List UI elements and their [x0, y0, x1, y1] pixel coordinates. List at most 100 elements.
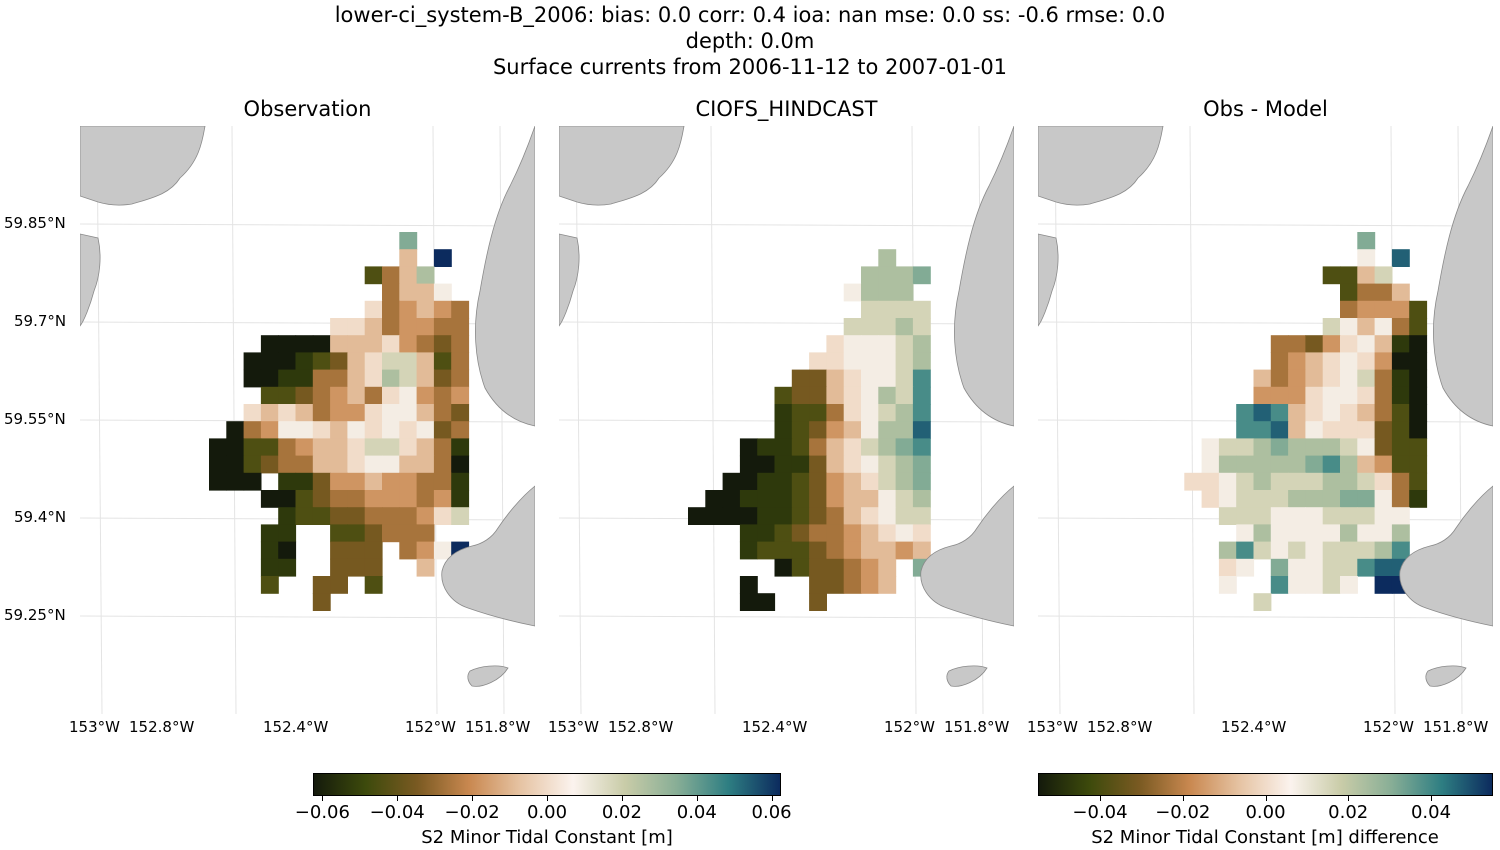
data-cell	[1409, 438, 1428, 457]
data-cell	[416, 404, 435, 422]
data-cell	[451, 335, 470, 353]
data-cell	[1288, 438, 1306, 457]
data-cell	[347, 335, 366, 353]
colorbar-main-label: S2 Minor Tidal Constant [m]	[421, 827, 673, 848]
data-cell	[705, 507, 724, 525]
data-cell	[1218, 472, 1237, 491]
data-cell	[295, 472, 314, 491]
data-cell	[1374, 335, 1393, 353]
data-cell	[861, 386, 879, 405]
data-cell	[347, 438, 366, 457]
data-cell	[295, 404, 314, 422]
figure-title-line-1: lower-ci_system-B_2006: bias: 0.0 corr: …	[334, 3, 1166, 27]
data-cell	[399, 524, 418, 543]
data-cell	[739, 507, 758, 525]
data-cell	[451, 300, 470, 319]
data-cell	[1253, 404, 1272, 422]
data-cell	[364, 541, 383, 560]
data-cell	[1374, 490, 1393, 508]
data-cell	[1374, 507, 1393, 525]
data-cell	[843, 438, 862, 457]
data-cell	[774, 490, 793, 508]
data-cell	[260, 421, 279, 439]
data-cell	[1374, 283, 1393, 302]
data-cell	[739, 524, 758, 543]
colorbar-tick-label: 0.02	[1328, 802, 1369, 823]
data-cell	[1357, 404, 1376, 422]
data-cell	[312, 576, 331, 594]
data-cell	[791, 455, 810, 474]
data-cell	[1409, 318, 1428, 336]
data-cell	[1391, 438, 1410, 457]
data-cell	[416, 335, 435, 353]
data-cell	[382, 335, 400, 353]
data-cell	[1288, 524, 1306, 543]
data-cell	[912, 352, 931, 371]
land-mass-north	[1038, 126, 1164, 206]
data-cell	[1288, 472, 1306, 491]
x-tick-label: 152.8°W	[608, 718, 674, 736]
data-cell	[416, 541, 435, 560]
data-cell	[912, 421, 931, 439]
data-cell	[260, 352, 279, 371]
data-cell	[809, 472, 827, 491]
data-cell	[1322, 438, 1341, 457]
graticule-line	[1038, 615, 1493, 619]
data-cell	[1374, 541, 1393, 560]
data-cell	[330, 352, 348, 371]
data-cell	[1253, 421, 1272, 439]
data-cell	[451, 472, 470, 491]
data-cell	[399, 438, 418, 457]
data-cell	[1391, 490, 1410, 508]
data-cell	[364, 490, 383, 508]
colorbar-tick-label: −0.02	[1155, 802, 1211, 823]
data-cell	[1236, 507, 1255, 525]
data-cell	[1236, 490, 1255, 508]
data-cell	[1218, 576, 1237, 594]
data-cell	[260, 386, 279, 405]
data-cell	[1218, 558, 1237, 577]
data-cell	[1357, 283, 1376, 302]
data-cell	[912, 490, 931, 508]
data-cell	[895, 438, 914, 457]
data-cell	[260, 369, 279, 388]
data-cell	[843, 421, 862, 439]
data-cell	[312, 507, 331, 525]
data-cell	[1322, 558, 1341, 577]
data-cell	[826, 472, 845, 491]
data-cell	[416, 490, 435, 508]
data-cell	[1357, 455, 1376, 474]
data-cell	[382, 369, 400, 388]
data-cell	[364, 335, 383, 353]
data-cell	[433, 369, 452, 388]
data-cell	[861, 318, 879, 336]
data-cell	[347, 541, 366, 560]
data-cell	[1357, 541, 1376, 560]
data-cell	[347, 369, 366, 388]
data-cell	[912, 335, 931, 353]
data-cell	[330, 318, 348, 336]
data-cell	[399, 421, 418, 439]
data-cell	[1322, 455, 1341, 474]
data-cell	[878, 249, 897, 267]
data-cell	[1374, 524, 1393, 543]
x-tick-label: 152.4°W	[742, 718, 808, 736]
colorbar-tick-label: −0.04	[1072, 802, 1128, 823]
data-cell	[843, 490, 862, 508]
data-cell	[843, 386, 862, 405]
data-cell	[243, 472, 262, 491]
colorbar-tick-mark	[771, 796, 773, 801]
data-cell	[843, 404, 862, 422]
data-cell	[1340, 386, 1358, 405]
data-cell	[278, 369, 297, 388]
data-cell	[416, 300, 435, 319]
data-cell	[722, 490, 741, 508]
data-cell	[364, 369, 383, 388]
data-cell	[791, 404, 810, 422]
land-mass-island	[467, 665, 509, 687]
data-cell	[774, 472, 793, 491]
data-cell	[312, 386, 331, 405]
x-tick-label: 151.8°W	[465, 718, 531, 736]
land-mass-east	[475, 126, 535, 427]
data-cell	[1391, 369, 1410, 388]
